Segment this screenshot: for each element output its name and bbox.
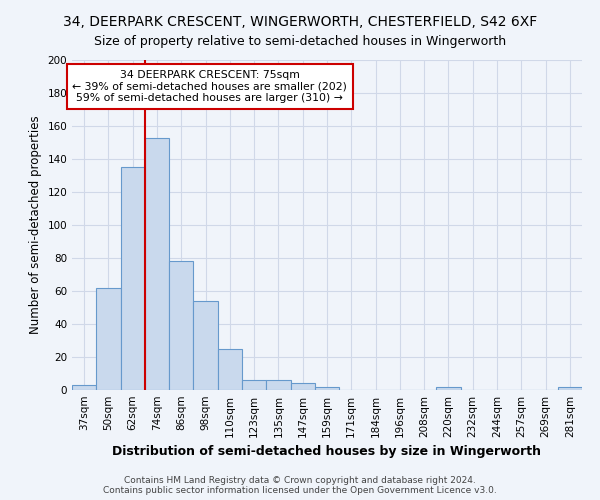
Bar <box>290 384 315 390</box>
Bar <box>436 386 461 390</box>
Bar <box>169 262 193 390</box>
Bar <box>72 385 96 390</box>
Bar <box>218 349 242 390</box>
Bar <box>558 386 582 390</box>
X-axis label: Distribution of semi-detached houses by size in Wingerworth: Distribution of semi-detached houses by … <box>113 446 542 458</box>
Bar <box>96 288 121 390</box>
Text: Size of property relative to semi-detached houses in Wingerworth: Size of property relative to semi-detach… <box>94 35 506 48</box>
Bar <box>315 386 339 390</box>
Bar <box>193 301 218 390</box>
Text: 34 DEERPARK CRESCENT: 75sqm
← 39% of semi-detached houses are smaller (202)
59% : 34 DEERPARK CRESCENT: 75sqm ← 39% of sem… <box>72 70 347 103</box>
Y-axis label: Number of semi-detached properties: Number of semi-detached properties <box>29 116 42 334</box>
Bar <box>266 380 290 390</box>
Bar <box>242 380 266 390</box>
Text: 34, DEERPARK CRESCENT, WINGERWORTH, CHESTERFIELD, S42 6XF: 34, DEERPARK CRESCENT, WINGERWORTH, CHES… <box>63 15 537 29</box>
Bar <box>145 138 169 390</box>
Bar <box>121 167 145 390</box>
Text: Contains HM Land Registry data © Crown copyright and database right 2024.
Contai: Contains HM Land Registry data © Crown c… <box>103 476 497 495</box>
